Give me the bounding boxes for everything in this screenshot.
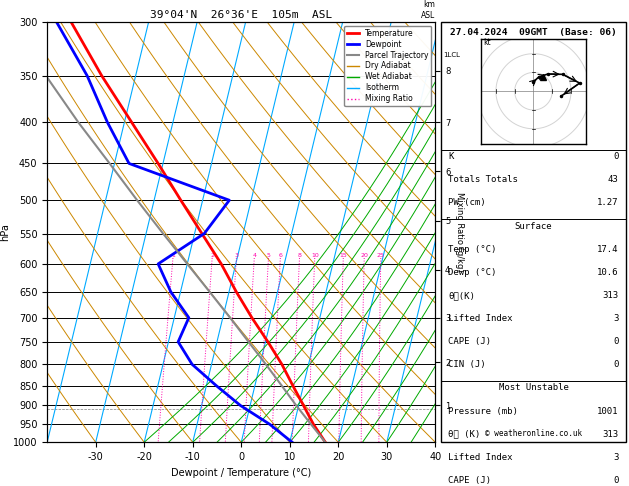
Text: 10: 10 — [311, 253, 319, 258]
Text: Pressure (mb): Pressure (mb) — [448, 406, 518, 416]
Text: 0: 0 — [613, 152, 618, 161]
Text: 15: 15 — [340, 253, 347, 258]
Text: 10.6: 10.6 — [597, 268, 618, 277]
Text: km
ASL: km ASL — [421, 0, 435, 20]
Text: CIN (J): CIN (J) — [448, 360, 486, 369]
Text: θᴇ (K): θᴇ (K) — [448, 430, 481, 439]
Text: Lifted Index: Lifted Index — [448, 314, 513, 323]
Text: 313: 313 — [603, 291, 618, 300]
Text: CAPE (J): CAPE (J) — [448, 476, 491, 485]
Y-axis label: Mixing Ratio (g/kg): Mixing Ratio (g/kg) — [455, 192, 464, 272]
Text: Lifted Index: Lifted Index — [448, 453, 513, 462]
Title: 39°04'N  26°36'E  105m  ASL: 39°04'N 26°36'E 105m ASL — [150, 10, 332, 20]
Text: 3: 3 — [613, 453, 618, 462]
Text: 20: 20 — [360, 253, 368, 258]
Text: 1LCL: 1LCL — [443, 52, 460, 58]
Text: K: K — [448, 152, 454, 161]
Text: 6: 6 — [279, 253, 282, 258]
Text: Temp (°C): Temp (°C) — [448, 244, 497, 254]
Text: 25: 25 — [377, 253, 385, 258]
Text: 1.27: 1.27 — [597, 198, 618, 208]
X-axis label: Dewpoint / Temperature (°C): Dewpoint / Temperature (°C) — [171, 468, 311, 478]
Legend: Temperature, Dewpoint, Parcel Trajectory, Dry Adiabat, Wet Adiabat, Isotherm, Mi: Temperature, Dewpoint, Parcel Trajectory… — [344, 26, 431, 106]
Text: © weatheronline.co.uk: © weatheronline.co.uk — [485, 429, 582, 438]
Text: 27.04.2024  09GMT  (Base: 06): 27.04.2024 09GMT (Base: 06) — [450, 28, 617, 37]
Text: Totals Totals: Totals Totals — [448, 175, 518, 184]
Text: 313: 313 — [603, 430, 618, 439]
Text: 3: 3 — [235, 253, 238, 258]
Text: θᴇ(K): θᴇ(K) — [448, 291, 476, 300]
Y-axis label: hPa: hPa — [0, 223, 10, 241]
Text: 0: 0 — [613, 360, 618, 369]
Text: 8: 8 — [298, 253, 301, 258]
Text: Dewp (°C): Dewp (°C) — [448, 268, 497, 277]
Text: Surface: Surface — [515, 222, 552, 230]
Text: Most Unstable: Most Unstable — [499, 383, 569, 392]
Text: 17.4: 17.4 — [597, 244, 618, 254]
Text: 43: 43 — [608, 175, 618, 184]
Text: PW (cm): PW (cm) — [448, 198, 486, 208]
Text: 1001: 1001 — [597, 406, 618, 416]
Text: 2: 2 — [210, 253, 214, 258]
Text: kt: kt — [483, 38, 491, 47]
Text: 3: 3 — [613, 314, 618, 323]
Text: 4: 4 — [252, 253, 256, 258]
Text: 1: 1 — [171, 253, 175, 258]
Text: 5: 5 — [267, 253, 270, 258]
Text: CAPE (J): CAPE (J) — [448, 337, 491, 346]
Text: 0: 0 — [613, 337, 618, 346]
Text: 0: 0 — [613, 476, 618, 485]
